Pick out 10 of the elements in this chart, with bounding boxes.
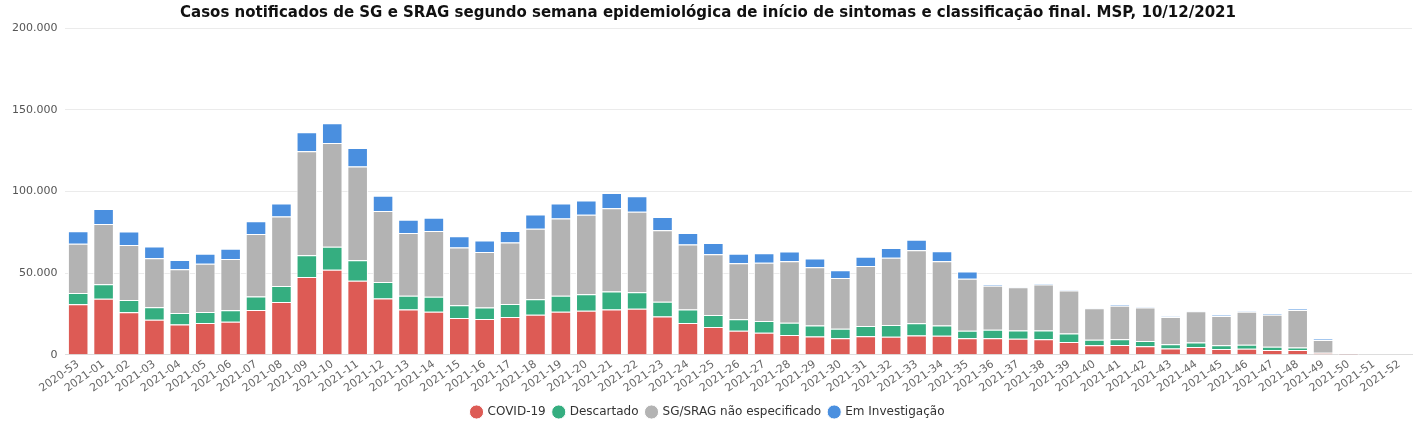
y-tick-label: 150.000 <box>11 102 58 116</box>
y-tick-label: 200.000 <box>11 20 58 34</box>
legend-label: Em Investigação <box>845 404 945 419</box>
legend-label: Descartado <box>569 404 639 419</box>
y-tick-label: 0 <box>50 347 58 361</box>
legend-label: COVID-19 <box>487 404 546 419</box>
y-tick-label: 100.000 <box>11 184 58 198</box>
legend-label: SG/SRAG não especificado <box>662 404 822 419</box>
y-tick-label: 50.000 <box>18 265 58 279</box>
chart-title: Casos notificados de SG e SRAG segundo semana epidemiológica de início de sintomas e classificação final. MSP, 10/12/2021 <box>180 2 1236 21</box>
